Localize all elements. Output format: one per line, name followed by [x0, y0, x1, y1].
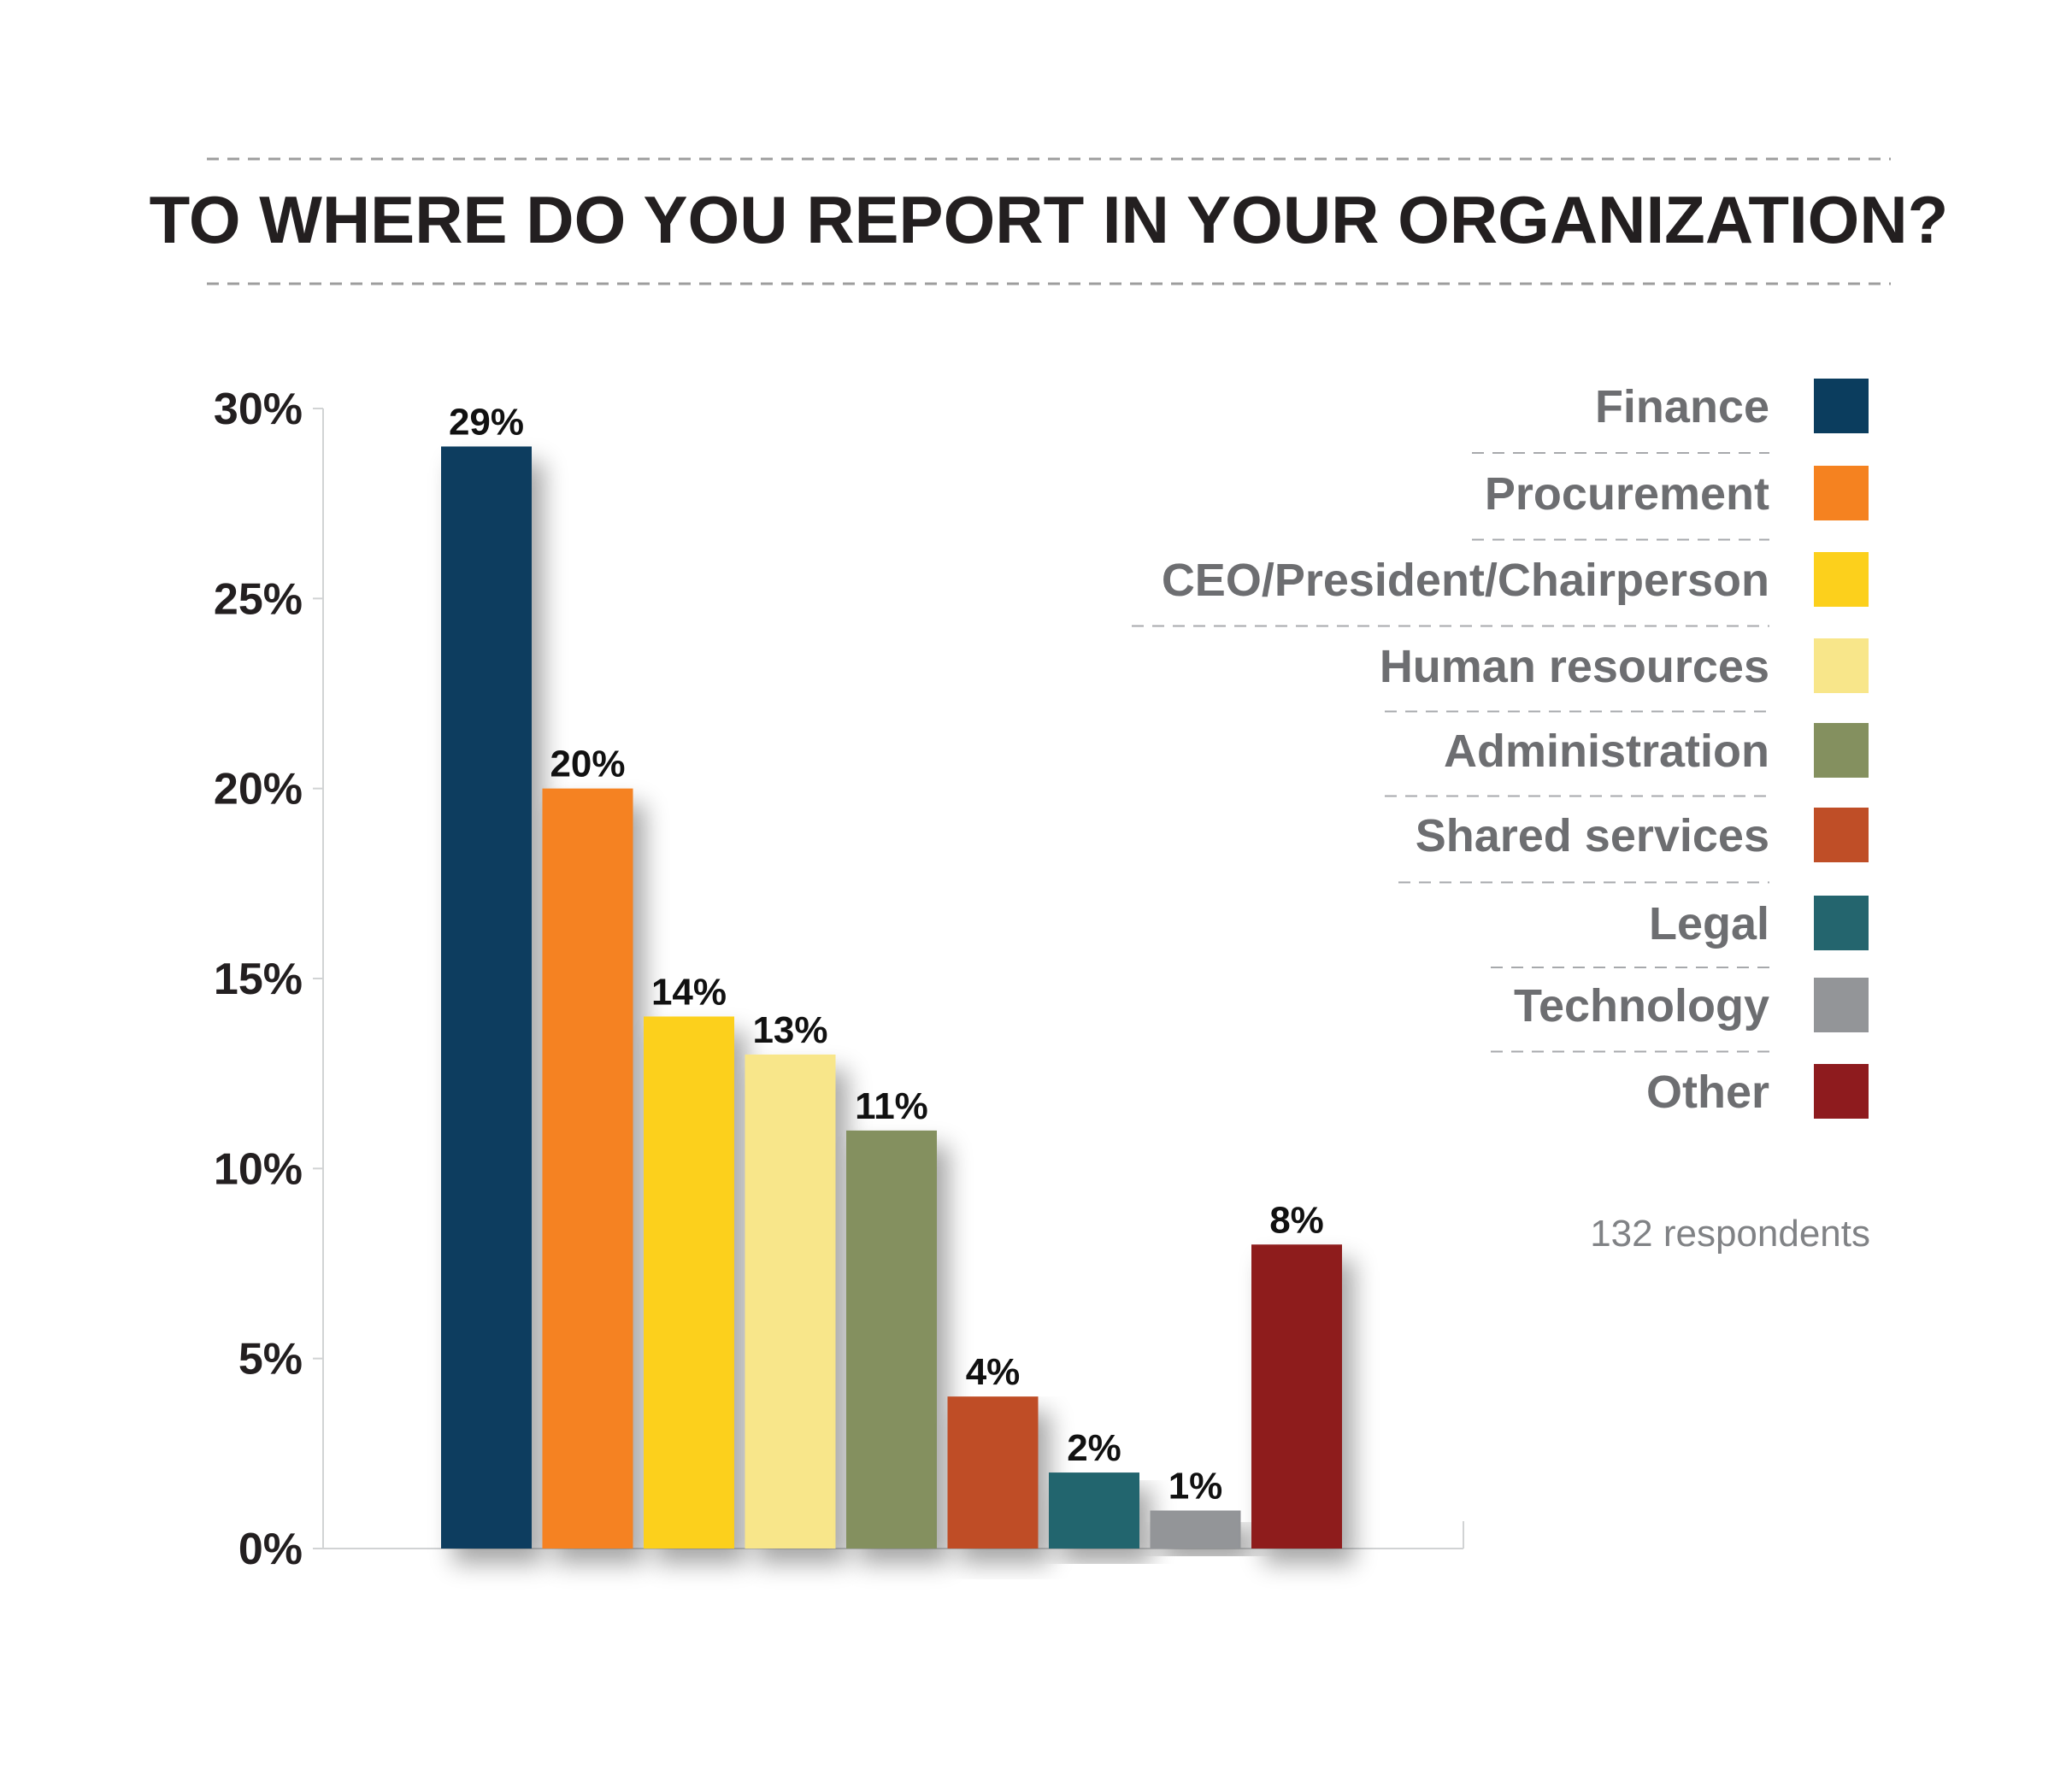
- bar-procurement: [542, 788, 633, 1549]
- legend-label-procurement: Procurement: [1485, 468, 1769, 520]
- data-label-other: 8%: [1269, 1199, 1324, 1241]
- data-label-human-resources: 13%: [752, 1009, 827, 1051]
- data-label-ceo-president-chairperson: 14%: [651, 971, 727, 1013]
- bar-ceo-president-chairperson: [644, 1016, 734, 1549]
- legend-label-other: Other: [1646, 1067, 1769, 1118]
- legend-label-legal: Legal: [1649, 898, 1769, 949]
- data-label-procurement: 20%: [550, 744, 625, 785]
- y-tick-label-15: 15%: [214, 955, 303, 1004]
- legend: Finance Procurement CEO/President/Chairper…: [1132, 379, 1869, 1119]
- y-tick-label-10: 10%: [214, 1144, 303, 1194]
- legend-swatch-legal: [1814, 896, 1869, 950]
- bar-legal: [1049, 1472, 1139, 1549]
- y-tick-label-5: 5%: [238, 1335, 303, 1384]
- data-label-administration: 11%: [855, 1085, 928, 1127]
- bar-administration: [846, 1130, 937, 1549]
- data-label-shared-services: 4%: [966, 1351, 1021, 1393]
- legend-label-human-resources: Human resources: [1380, 641, 1769, 692]
- legend-swatch-shared-services: [1814, 808, 1869, 862]
- data-label-technology: 1%: [1168, 1466, 1223, 1508]
- legend-swatch-other: [1814, 1064, 1869, 1119]
- legend-swatch-administration: [1814, 723, 1869, 778]
- y-tick-label-30: 30%: [214, 385, 303, 434]
- bar-shared-services: [947, 1396, 1039, 1549]
- legend-label-finance: Finance: [1595, 381, 1769, 432]
- y-axis: 0% 5% 10% 15% 20% 25% 30%: [214, 385, 1464, 1574]
- data-label-legal: 2%: [1067, 1427, 1121, 1469]
- legend-label-ceo-president-chairperson: CEO/President/Chairperson: [1162, 555, 1769, 606]
- legend-swatch-procurement: [1814, 466, 1869, 520]
- legend-label-technology: Technology: [1514, 980, 1769, 1031]
- bar-finance: [441, 446, 532, 1549]
- legend-swatch-human-resources: [1814, 638, 1869, 693]
- legend-swatch-technology: [1814, 978, 1869, 1032]
- y-tick-label-20: 20%: [214, 765, 303, 814]
- y-tick-label-25: 25%: [214, 574, 303, 624]
- legend-label-administration: Administration: [1444, 726, 1769, 777]
- legend-swatch-ceo-president-chairperson: [1814, 552, 1869, 607]
- bars: [441, 446, 1342, 1549]
- bar-other: [1251, 1244, 1342, 1549]
- chart-title: TO WHERE DO YOU REPORT IN YOUR ORGANIZAT…: [150, 182, 1949, 257]
- legend-swatch-finance: [1814, 379, 1869, 433]
- y-tick-label-0: 0%: [238, 1525, 303, 1574]
- bar-technology: [1150, 1510, 1241, 1549]
- respondents-note: 132 respondents: [1590, 1213, 1870, 1255]
- data-labels: 29% 20% 14% 13% 11% 4% 2% 1% 8%: [449, 401, 1324, 1507]
- data-label-finance: 29%: [449, 401, 524, 443]
- bar-human-resources: [745, 1054, 836, 1549]
- legend-label-shared-services: Shared services: [1416, 810, 1769, 861]
